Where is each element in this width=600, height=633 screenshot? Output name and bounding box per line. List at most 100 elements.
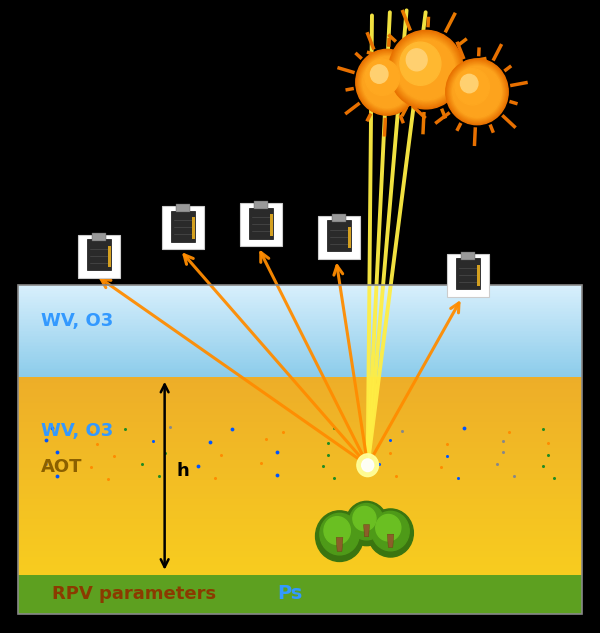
Polygon shape <box>18 523 582 525</box>
Text: RPV parameters: RPV parameters <box>52 585 216 603</box>
Polygon shape <box>18 415 582 417</box>
Polygon shape <box>18 389 582 391</box>
Polygon shape <box>18 374 582 375</box>
Polygon shape <box>18 294 582 296</box>
Circle shape <box>362 56 412 108</box>
Polygon shape <box>18 387 582 389</box>
Circle shape <box>362 56 412 109</box>
Circle shape <box>362 459 374 472</box>
Circle shape <box>357 454 379 477</box>
Polygon shape <box>18 444 582 446</box>
Text: AOT: AOT <box>41 458 82 476</box>
Polygon shape <box>18 551 582 553</box>
Polygon shape <box>18 397 582 399</box>
Polygon shape <box>18 533 582 535</box>
Circle shape <box>360 53 415 111</box>
Polygon shape <box>18 553 582 555</box>
Polygon shape <box>18 348 582 349</box>
Polygon shape <box>18 413 582 415</box>
Polygon shape <box>18 452 582 454</box>
Polygon shape <box>18 549 582 551</box>
Bar <box>87 239 111 270</box>
Circle shape <box>397 39 455 101</box>
Bar <box>171 211 195 242</box>
Text: Ps: Ps <box>277 584 302 603</box>
Polygon shape <box>18 529 582 531</box>
Polygon shape <box>18 476 582 478</box>
Polygon shape <box>18 561 582 563</box>
Polygon shape <box>18 499 582 501</box>
Polygon shape <box>18 454 582 456</box>
Text: h: h <box>176 461 190 480</box>
Polygon shape <box>18 575 582 614</box>
Polygon shape <box>18 559 582 561</box>
Polygon shape <box>18 427 582 429</box>
Polygon shape <box>18 424 582 427</box>
Polygon shape <box>18 296 582 297</box>
Polygon shape <box>18 404 582 406</box>
Polygon shape <box>18 494 582 496</box>
Polygon shape <box>18 436 582 438</box>
Polygon shape <box>18 303 582 305</box>
Polygon shape <box>18 322 582 323</box>
Polygon shape <box>18 430 582 432</box>
Polygon shape <box>18 337 582 339</box>
Circle shape <box>394 36 458 103</box>
Polygon shape <box>18 393 582 395</box>
Polygon shape <box>18 547 582 549</box>
Circle shape <box>394 35 458 104</box>
Polygon shape <box>18 286 582 288</box>
Polygon shape <box>18 472 582 473</box>
Polygon shape <box>18 381 582 383</box>
Circle shape <box>391 32 461 107</box>
Circle shape <box>452 65 502 118</box>
Polygon shape <box>18 371 582 372</box>
Circle shape <box>446 60 508 124</box>
Polygon shape <box>18 360 582 361</box>
Polygon shape <box>18 420 582 422</box>
Bar <box>92 233 106 241</box>
Polygon shape <box>18 300 582 302</box>
Polygon shape <box>388 534 394 548</box>
Polygon shape <box>18 418 582 420</box>
Polygon shape <box>18 555 582 557</box>
Polygon shape <box>18 406 582 409</box>
Bar <box>176 204 190 212</box>
Polygon shape <box>18 422 582 424</box>
Polygon shape <box>18 411 582 413</box>
Bar <box>348 227 351 248</box>
Circle shape <box>400 42 441 85</box>
Polygon shape <box>18 539 582 541</box>
Polygon shape <box>18 339 582 340</box>
Bar <box>192 217 195 239</box>
Polygon shape <box>18 492 582 494</box>
Polygon shape <box>18 513 582 515</box>
Bar <box>78 235 120 278</box>
Bar <box>318 216 360 259</box>
Polygon shape <box>18 557 582 559</box>
Polygon shape <box>18 356 582 357</box>
Polygon shape <box>18 306 582 308</box>
Polygon shape <box>18 377 582 379</box>
Polygon shape <box>18 367 582 368</box>
Bar <box>240 203 282 246</box>
Polygon shape <box>18 519 582 521</box>
Polygon shape <box>18 328 582 329</box>
Polygon shape <box>18 385 582 387</box>
Polygon shape <box>18 305 582 306</box>
Circle shape <box>353 506 376 531</box>
Polygon shape <box>18 409 582 411</box>
Polygon shape <box>18 334 582 335</box>
Circle shape <box>447 60 507 123</box>
Polygon shape <box>18 438 582 440</box>
Polygon shape <box>18 448 582 450</box>
Polygon shape <box>18 466 582 468</box>
Polygon shape <box>18 353 582 354</box>
Circle shape <box>356 50 418 115</box>
Circle shape <box>451 64 503 120</box>
Polygon shape <box>18 395 582 397</box>
Circle shape <box>453 66 501 117</box>
Polygon shape <box>18 314 582 316</box>
Circle shape <box>389 30 463 109</box>
Text: WV, O3: WV, O3 <box>41 422 113 441</box>
